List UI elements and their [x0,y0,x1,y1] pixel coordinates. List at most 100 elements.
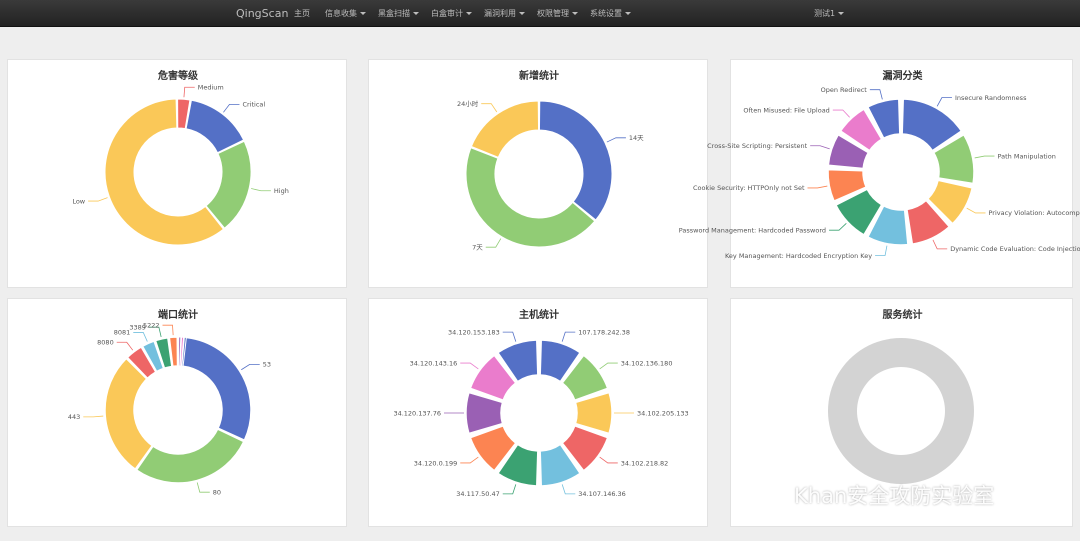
slice-7-[interactable] [465,147,596,248]
slice-label: 107.178.242.38 [578,328,630,336]
label-leader-line [869,89,883,100]
slice-80[interactable] [135,428,245,484]
slice-label: Cross-Site Scripting: Persistent [707,142,807,150]
slice-34-102-205-133[interactable] [574,391,613,435]
top-navbar: QingScan 主页 信息收集 黑盒扫描 白盒审计 漏洞利用 权限管理 系统设… [0,0,1080,27]
slice-8081[interactable] [141,340,165,373]
slice-3389[interactable] [154,336,173,369]
nav-item-settings[interactable]: 系统设置 [590,8,631,19]
label-leader-line [116,341,134,351]
nav-item-blackbox-scan[interactable]: 黑盒扫描 [378,8,419,19]
slice-label: 8080 [97,339,114,347]
chart-title: 服务统计 [883,308,923,321]
label-leader-line [133,332,148,342]
slice-label: 14天 [629,134,644,142]
slice-path-manipulation[interactable] [932,134,975,185]
slice-dynamic-code-evaluation-code-injection[interactable] [906,199,951,245]
slice-34-120-137-76[interactable] [465,391,504,435]
watermark-text: Khan安全攻防实验室 [794,484,995,508]
vuln-category-donut-chart: 漏洞分类 Insecure Randomness Path Manipulation… [679,69,1080,260]
slice-often-misused-file-upload[interactable] [839,108,883,152]
slice-high[interactable] [205,140,252,229]
caret-down-icon [413,12,419,15]
slice-34-102-218-82[interactable] [561,425,609,472]
nav-item-info-collect[interactable]: 信息收集 [325,8,366,19]
caret-down-icon [572,12,578,15]
label-leader-line [162,324,174,336]
slice-open-redirect[interactable] [867,98,901,139]
slice-cross-site-scripting-persistent[interactable] [827,134,870,170]
label-leader-line [485,238,502,248]
slice-key-management-hardcoded-encryption-key[interactable] [867,205,909,246]
chart-title: 漏洞分类 [883,69,923,82]
slice-password-management-hardcoded-password[interactable] [835,188,883,236]
chart-card-host-stats: 主机统计 107.178.242.38 34.102.136.180 34.102.2… [368,298,708,527]
label-leader-line [251,188,271,192]
slice-53[interactable] [177,336,252,441]
slice-label: 443 [68,413,80,421]
label-leader-line [88,197,108,202]
chart-title: 新增统计 [519,69,559,82]
slice-privacy-violation-autocompl[interactable] [927,179,974,225]
slice-107-178-242-38[interactable] [539,339,581,383]
nav-item-exploit[interactable]: 漏洞利用 [484,8,525,19]
slice-443[interactable] [104,357,153,470]
nav-item-label: 信息收集 [325,9,357,18]
slice-critical[interactable] [185,99,245,154]
slice-34-107-146-36[interactable] [539,443,581,487]
slice-low[interactable] [104,98,224,246]
nav-item-whitebox-audit[interactable]: 白盒审计 [431,8,472,19]
nav-item-permission[interactable]: 权限管理 [537,8,578,19]
slice-34-102-136-180[interactable] [561,354,609,401]
label-leader-line [966,207,986,214]
slice-5222[interactable] [168,336,179,368]
chart-title: 端口统计 [158,308,198,321]
label-leader-line [932,239,948,250]
label-leader-line [875,245,888,256]
slice-label: Medium [198,84,224,92]
slice-medium[interactable] [177,98,191,130]
slice-34-120-143-16[interactable] [469,354,517,401]
slice-label: 34.102.205.133 [637,409,689,417]
caret-down-icon [519,12,525,15]
slice-14-[interactable] [538,100,613,221]
slice-label: 34.120.0.199 [414,459,457,467]
chart-title: 危害等级 [158,69,199,82]
slice-34-120-153-183[interactable] [497,339,539,383]
wechat-logo-icon [741,478,784,506]
label-leader-line [223,103,240,113]
chart-card-service-stats: 服务统计 [730,298,1073,527]
brand-logo[interactable]: QingScan [236,7,289,20]
slice-label: High [274,187,289,195]
slice-label: Privacy Violation: Autocompl [988,209,1080,217]
label-leader-line [599,456,618,464]
slice-34-120-0-199[interactable] [469,425,517,472]
slice-34-117-50-47[interactable] [497,443,539,487]
label-leader-line [807,185,828,189]
label-leader-line [241,363,260,371]
severity-donut-chart: 危害等级 Critical High Low Medium [72,69,289,246]
slice-cookie-security-httponly-not-set[interactable] [827,168,867,202]
label-leader-line [832,109,850,118]
slice-label: 34.117.50.47 [456,490,499,498]
label-leader-line [481,103,498,113]
slice-label: 8081 [114,329,131,337]
nav-item-label: 黑盒扫描 [378,9,410,18]
slice-8080[interactable] [126,346,157,380]
slice-insecure-randomness[interactable] [901,98,963,152]
slice-label: Insecure Randomness [955,94,1027,102]
slice-label: 34.120.153.183 [448,328,500,336]
slice-minor[interactable] [181,336,187,367]
label-leader-line [196,482,210,493]
slice-label: Path Manipulation [997,152,1055,160]
nav-item-home[interactable]: 主页 [294,8,310,19]
user-menu[interactable]: 测试1 [814,8,845,19]
label-leader-line [502,331,517,342]
slice-label: Key Management: Hardcoded Encryption Key [725,252,872,260]
label-leader-line [936,97,952,107]
chart-card-new-stats: 新增统计 14天 7天 24小时 [368,59,708,288]
label-leader-line [183,86,195,98]
slice-label: Critical [242,101,265,109]
slice-24-[interactable] [470,100,540,158]
chart-card-port-stats: 端口统计 53 80 443 8080 8081 3389 5222 [7,298,347,527]
